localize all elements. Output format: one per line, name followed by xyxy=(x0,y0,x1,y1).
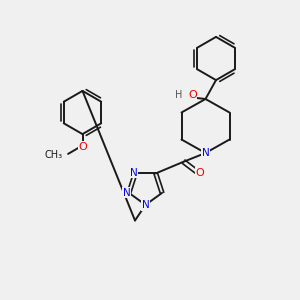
Text: N: N xyxy=(130,168,138,178)
Text: O: O xyxy=(188,89,197,100)
Text: O: O xyxy=(196,168,205,178)
Text: N: N xyxy=(142,200,149,211)
Text: N: N xyxy=(202,148,209,158)
Text: H: H xyxy=(175,89,182,100)
Text: CH₃: CH₃ xyxy=(45,150,63,161)
Text: O: O xyxy=(78,142,87,152)
Text: N: N xyxy=(123,188,130,198)
